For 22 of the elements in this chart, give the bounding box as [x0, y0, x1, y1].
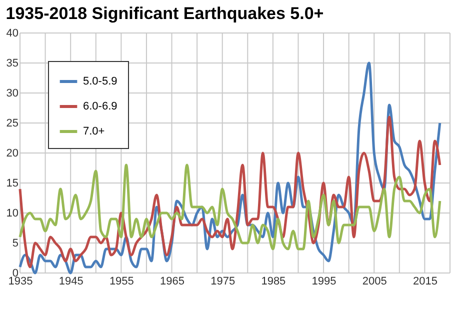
x-tick-label: 1945 [58, 276, 84, 288]
y-tick-label: 15 [6, 178, 18, 190]
y-tick-label: 30 [6, 88, 18, 100]
chart-title: 1935-2018 Significant Earthquakes 5.0+ [6, 4, 324, 23]
x-tick-label: 1965 [160, 276, 185, 288]
y-tick-label: 35 [6, 58, 18, 70]
legend-label: 6.0-6.9 [83, 100, 118, 112]
legend-label: 7.0+ [83, 126, 105, 138]
x-tick-label: 2015 [412, 276, 438, 288]
y-tick-label: 10 [6, 208, 18, 220]
x-tick-label: 1935 [8, 276, 33, 288]
x-tick-label: 1995 [312, 276, 336, 288]
y-tick-label: 20 [6, 148, 18, 160]
x-tick-label: 2005 [362, 276, 387, 288]
line-series [18, 164, 442, 250]
x-tick-label: 1985 [261, 276, 286, 288]
y-tick-label: 40 [6, 28, 18, 40]
y-tick-label: 25 [6, 118, 18, 130]
y-tick-label: 5 [12, 238, 18, 250]
x-tick-label: 1975 [210, 276, 236, 288]
x-tick-label: 1955 [109, 276, 134, 288]
legend-label: 5.0-5.9 [83, 76, 118, 88]
